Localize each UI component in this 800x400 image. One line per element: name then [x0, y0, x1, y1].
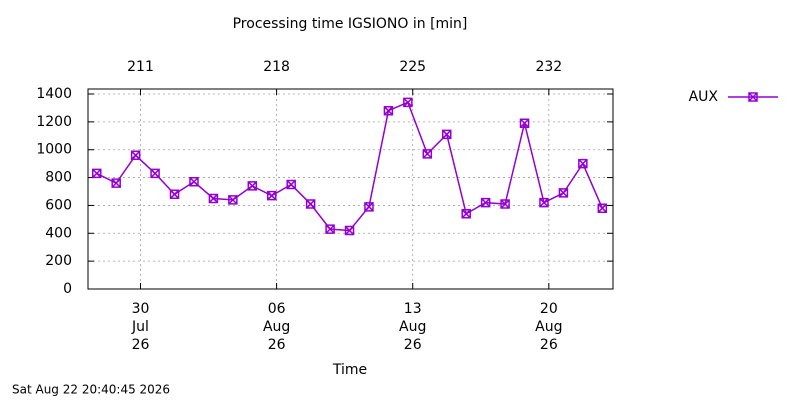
point [286, 179, 296, 190]
x-tick-label: 26 [268, 337, 286, 353]
point [480, 197, 491, 208]
legend-label: AUX [689, 89, 719, 105]
y-tick-label: 600 [45, 197, 72, 213]
x-tick-label: 26 [540, 337, 558, 353]
point [111, 178, 121, 188]
point [325, 224, 335, 234]
x-tick-label: 20 [540, 301, 558, 317]
point [422, 149, 433, 159]
x-tick-label: 26 [404, 337, 422, 353]
x2-tick-label: 218 [263, 59, 290, 75]
point [442, 129, 452, 140]
x2-tick-label: 211 [127, 59, 154, 75]
y-tick-label: 1000 [36, 142, 72, 158]
point [150, 168, 160, 179]
point [461, 209, 471, 219]
x-tick-label: 30 [132, 301, 150, 317]
x-tick-label: 06 [268, 301, 286, 317]
y-tick-label: 400 [45, 225, 72, 241]
x2-tick-label: 232 [535, 59, 562, 75]
point [519, 118, 530, 128]
timestamp: Sat Aug 22 20:40:45 2026 [12, 383, 170, 397]
y-tick-label: 0 [63, 281, 72, 297]
x-tick-label: Jul [131, 319, 149, 335]
point [403, 97, 413, 108]
point [92, 168, 102, 179]
point [208, 193, 219, 204]
point [189, 177, 199, 187]
point [228, 195, 238, 205]
chart-title: Processing time IGSIONO in [min] [233, 16, 468, 32]
x-tick-label: Aug [399, 319, 426, 335]
y-tick-label: 200 [45, 253, 72, 269]
point [305, 199, 316, 209]
point [247, 181, 258, 191]
x-tick-label: Aug [535, 319, 562, 335]
point [558, 188, 569, 198]
point [169, 189, 180, 200]
point [539, 197, 549, 208]
point [578, 158, 588, 169]
x-tick-label: 13 [404, 301, 422, 317]
y-tick-label: 800 [45, 170, 72, 186]
point [130, 150, 141, 161]
y-tick-label: 1200 [36, 114, 72, 130]
x-tick-label: Aug [263, 319, 290, 335]
y-tick-label: 1400 [36, 86, 72, 102]
point [364, 202, 374, 212]
legend-marker [748, 92, 758, 102]
x-axis-label: Time [332, 362, 367, 378]
point [267, 190, 277, 201]
x-tick-label: 26 [132, 337, 150, 353]
point [344, 225, 355, 236]
point [597, 203, 608, 213]
point [500, 199, 510, 209]
point [383, 105, 394, 116]
x2-tick-label: 225 [399, 59, 426, 75]
plot-frame [87, 88, 614, 290]
